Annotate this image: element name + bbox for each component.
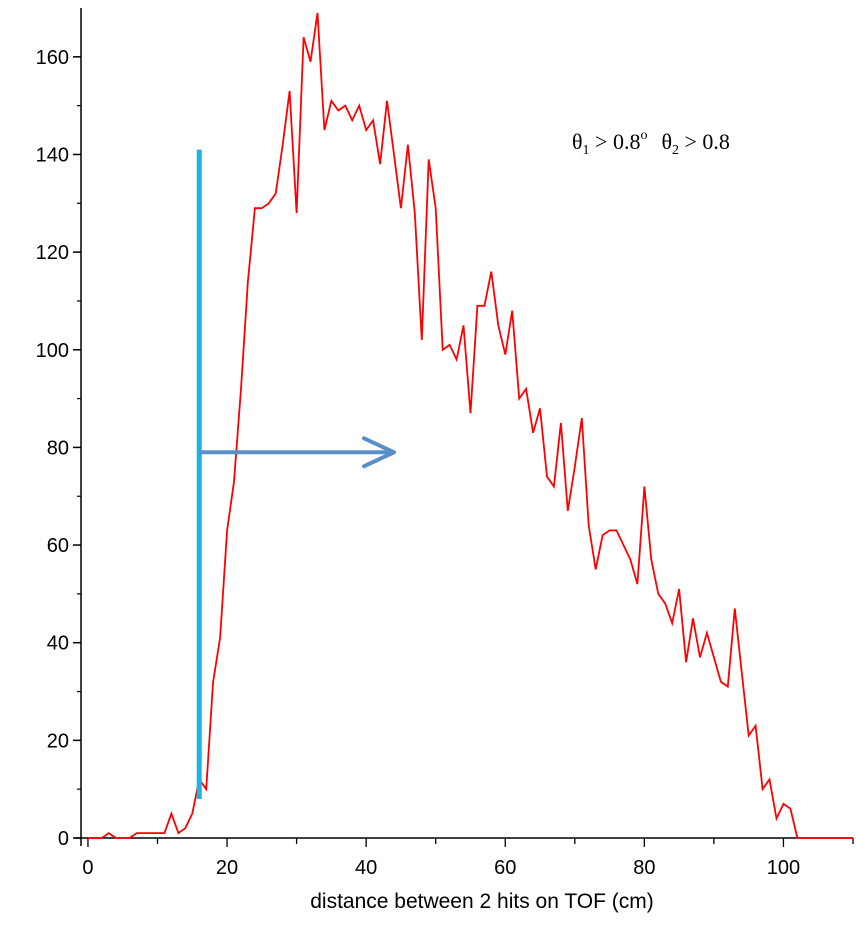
y-tick-label: 0 — [58, 828, 69, 850]
y-tick-label: 80 — [47, 437, 69, 459]
x-axis-title: distance between 2 hits on TOF (cm) — [310, 890, 654, 913]
series-layer — [88, 12, 853, 839]
x-tick-label: 80 — [633, 857, 655, 879]
y-tick-label: 60 — [47, 535, 69, 557]
y-tick-label: 160 — [36, 47, 69, 69]
x-tick-label: 100 — [767, 857, 800, 879]
y-tick-label: 40 — [47, 633, 69, 655]
x-tick-label: 60 — [494, 857, 516, 879]
x-tick-label: 20 — [216, 857, 238, 879]
y-tick-label: 140 — [36, 144, 69, 166]
y-tick-label: 100 — [36, 340, 69, 362]
theta2-subscript: 2 — [672, 143, 679, 158]
y-tick-label: 120 — [36, 242, 69, 264]
y-axis: 0 20 40 60 80 100 120 140 160 — [36, 8, 82, 850]
annotation-layer — [196, 149, 396, 799]
theta1-condition: > 0.8 — [590, 129, 641, 154]
x-tick-label: 0 — [82, 857, 93, 879]
theta1-symbol: θ — [572, 129, 583, 154]
y-tick-label: 20 — [47, 730, 69, 752]
theta1-subscript: 1 — [583, 143, 590, 158]
degree-symbol: o — [640, 128, 647, 143]
y-ticks: 0 20 40 60 80 100 120 140 160 — [36, 47, 81, 850]
theta2-condition: > 0.8 — [679, 129, 730, 154]
x-ticks: 0 20 40 60 80 100 — [82, 838, 854, 879]
x-tick-label: 40 — [355, 857, 377, 879]
x-axis: 0 20 40 60 80 100 distance between 2 hits on … — [75, 837, 854, 913]
angle-cut-label: θ1 > 0.8o θ2 > 0.8 — [572, 128, 730, 158]
series-line — [88, 12, 853, 839]
theta2-symbol: θ — [661, 129, 672, 154]
direction-arrow-head — [361, 436, 396, 469]
